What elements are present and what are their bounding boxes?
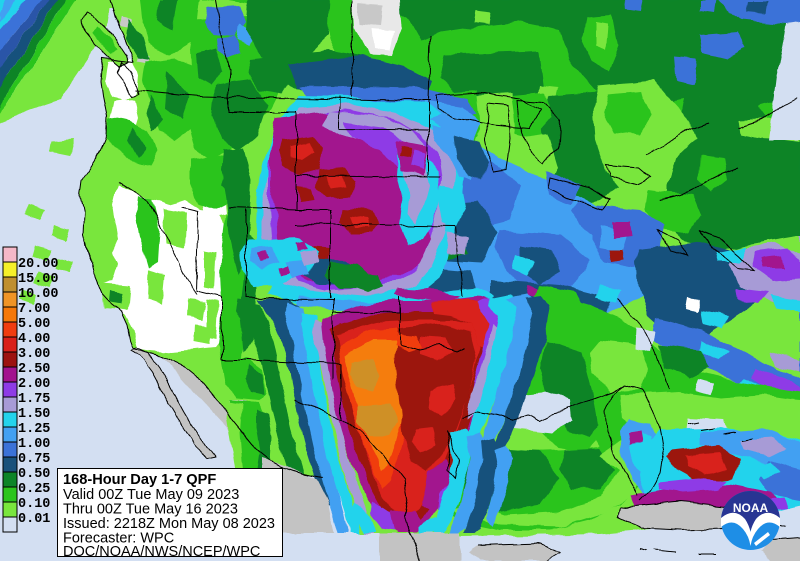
svg-text:DOC/NOAA/NWS/NCEP/WPC: DOC/NOAA/NWS/NCEP/WPC bbox=[63, 544, 260, 560]
svg-text:4.00: 4.00 bbox=[18, 332, 50, 347]
svg-text:1.50: 1.50 bbox=[18, 407, 50, 422]
svg-text:7.00: 7.00 bbox=[18, 302, 50, 317]
svg-text:Thru 00Z Tue May 16 2023: Thru 00Z Tue May 16 2023 bbox=[63, 502, 238, 518]
svg-text:0.75: 0.75 bbox=[18, 452, 50, 467]
svg-text:3.00: 3.00 bbox=[18, 347, 50, 362]
svg-text:1.25: 1.25 bbox=[18, 422, 50, 437]
svg-text:Forecaster: WPC: Forecaster: WPC bbox=[63, 531, 174, 547]
svg-text:168-Hour Day 1-7 QPF: 168-Hour Day 1-7 QPF bbox=[63, 472, 216, 488]
svg-text:0.25: 0.25 bbox=[18, 482, 50, 497]
svg-text:0.10: 0.10 bbox=[18, 497, 50, 512]
svg-text:Issued: 2218Z Mon May 08 2023: Issued: 2218Z Mon May 08 2023 bbox=[63, 516, 275, 532]
svg-text:NOAA: NOAA bbox=[733, 501, 769, 515]
svg-text:0.50: 0.50 bbox=[18, 467, 50, 482]
svg-text:10.00: 10.00 bbox=[18, 287, 59, 302]
svg-text:Valid 00Z Tue May 09 2023: Valid 00Z Tue May 09 2023 bbox=[63, 487, 239, 503]
svg-text:1.75: 1.75 bbox=[18, 392, 50, 407]
svg-text:1.00: 1.00 bbox=[18, 437, 50, 452]
svg-text:15.00: 15.00 bbox=[18, 272, 59, 287]
svg-text:20.00: 20.00 bbox=[18, 257, 59, 272]
svg-text:5.00: 5.00 bbox=[18, 317, 50, 332]
svg-text:0.01: 0.01 bbox=[18, 512, 50, 527]
svg-text:2.50: 2.50 bbox=[18, 362, 50, 377]
svg-text:2.00: 2.00 bbox=[18, 377, 50, 392]
